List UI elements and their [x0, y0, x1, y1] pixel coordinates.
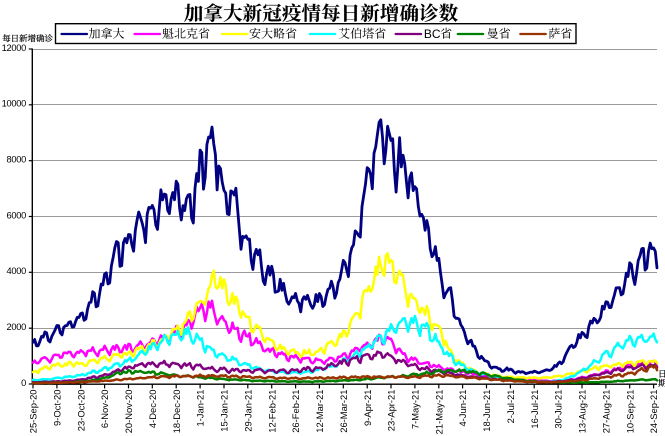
svg-text:12000: 12000 — [2, 43, 26, 53]
svg-text:1-Jan-21: 1-Jan-21 — [195, 390, 206, 427]
svg-text:12-Feb-21: 12-Feb-21 — [266, 390, 277, 433]
svg-text:9-Apr-21: 9-Apr-21 — [362, 390, 373, 426]
svg-text:9-Oct-20: 9-Oct-20 — [52, 390, 63, 426]
svg-text:26-Feb-21: 26-Feb-21 — [290, 390, 301, 433]
svg-text:21-May-21: 21-May-21 — [433, 390, 444, 435]
svg-text:4-Jun-21: 4-Jun-21 — [457, 390, 468, 427]
svg-text:20-Nov-20: 20-Nov-20 — [123, 390, 134, 434]
svg-text:6000: 6000 — [7, 210, 27, 220]
svg-text:BC: BC — [424, 27, 441, 41]
svg-text:15-Jan-21: 15-Jan-21 — [219, 390, 230, 432]
svg-text:18-Dec-20: 18-Dec-20 — [171, 390, 182, 434]
svg-text:12-Mar-21: 12-Mar-21 — [314, 390, 325, 433]
svg-text:7-May-21: 7-May-21 — [410, 390, 421, 430]
svg-text:16-Jul-21: 16-Jul-21 — [529, 390, 540, 429]
svg-text:2000: 2000 — [7, 322, 27, 332]
svg-text:10000: 10000 — [2, 99, 26, 109]
svg-text:23-Oct-20: 23-Oct-20 — [75, 390, 86, 432]
svg-text:4000: 4000 — [7, 266, 27, 276]
svg-text:4-Dec-20: 4-Dec-20 — [147, 390, 158, 429]
svg-text:18-Jun-21: 18-Jun-21 — [481, 389, 492, 431]
svg-text:6-Nov-20: 6-Nov-20 — [99, 390, 110, 429]
svg-text:13-Aug-21: 13-Aug-21 — [577, 390, 588, 434]
svg-text:10-Sep-21: 10-Sep-21 — [624, 390, 635, 434]
svg-text:23-Apr-21: 23-Apr-21 — [386, 390, 397, 432]
svg-text:26-Mar-21: 26-Mar-21 — [338, 390, 349, 433]
svg-text:30-Jul-21: 30-Jul-21 — [553, 390, 564, 429]
svg-text:25-Sep-20: 25-Sep-20 — [28, 390, 39, 434]
svg-text:29-Jan-21: 29-Jan-21 — [242, 390, 253, 432]
svg-text:0: 0 — [21, 378, 26, 388]
svg-text:24-Sep-21: 24-Sep-21 — [648, 390, 659, 434]
svg-text:27-Aug-21: 27-Aug-21 — [601, 390, 612, 434]
svg-text:8000: 8000 — [7, 155, 27, 165]
svg-text:2-Jul-21: 2-Jul-21 — [505, 390, 516, 424]
